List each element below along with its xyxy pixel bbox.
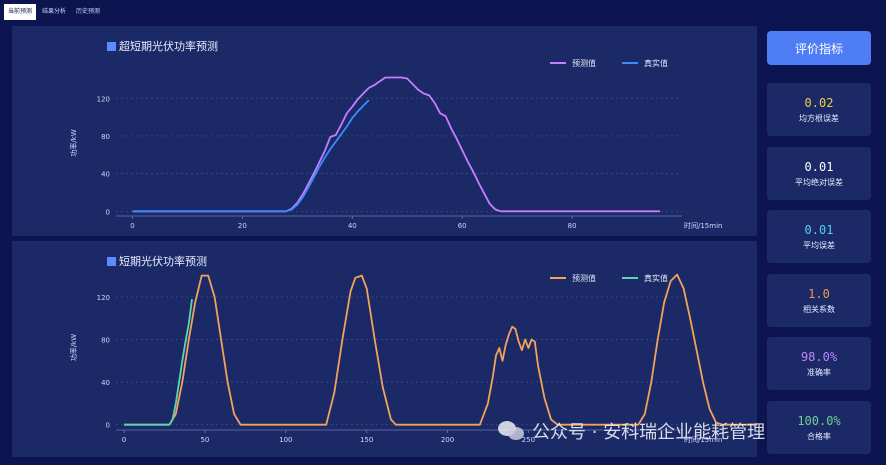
metric-card-correlation: 1.0 相关系数 — [767, 274, 871, 327]
y-axis-label: 功率/kW — [69, 129, 78, 156]
y-tick-label: 80 — [101, 133, 110, 141]
metric-card-pass-rate: 100.0% 合格率 — [767, 401, 871, 454]
metric-value: 100.0% — [797, 413, 841, 428]
x-tick-label: 0 — [122, 436, 126, 444]
legend-label: 预测值 — [572, 58, 596, 68]
y-tick-label: 80 — [101, 337, 110, 345]
y-axis-label: 功率/kW — [69, 334, 78, 361]
tab-bar: 当前预测 结果分析 历史预测 — [4, 4, 104, 20]
x-tick-label: 20 — [238, 222, 247, 230]
y-tick-label: 40 — [101, 171, 110, 179]
title-square-icon — [107, 41, 116, 51]
metric-value: 0.01 — [804, 222, 834, 237]
y-tick-label: 0 — [106, 208, 110, 216]
metric-label: 平均绝对误差 — [795, 177, 843, 187]
legend-label: 真实值 — [644, 58, 668, 68]
metric-label: 准确率 — [807, 367, 831, 377]
chart-title-text: 超短期光伏功率预测 — [119, 40, 218, 53]
y-tick-label: 40 — [101, 379, 110, 387]
x-tick-label: 50 — [200, 436, 209, 444]
metric-card-mae: 0.01 平均绝对误差 — [767, 147, 871, 200]
short-term-chart: 0 40 80 120 0 50 100 150 200 250 时间/15min 功率/kW 预测值 真… — [69, 273, 757, 444]
series-line-0 — [132, 76, 660, 213]
metric-value: 0.02 — [804, 95, 834, 110]
watermark-text: 公众号 · 安科瑞企业能耗管理 — [532, 422, 766, 443]
title-square-icon — [107, 256, 116, 266]
y-tick-label: 120 — [97, 294, 110, 302]
x-tick-label: 100 — [279, 436, 292, 444]
x-tick-label: 40 — [348, 222, 357, 230]
x-tick-label: 60 — [458, 222, 467, 230]
x-tick-label: 200 — [441, 436, 454, 444]
series-line-1 — [132, 99, 370, 213]
metric-label: 合格率 — [807, 431, 831, 441]
tab-current-forecast[interactable]: 当前预测 — [4, 4, 37, 20]
x-axis-label: 时间/15min — [684, 435, 722, 444]
x-axis-label: 时间/15min — [684, 221, 722, 230]
watermark: 公众号 · 安科瑞企业能耗管理 — [498, 418, 765, 444]
ultra-short-term-chart: 0 40 80 120 0 20 40 60 80 时间/15min 功率/kW 预测值 真实值 — [69, 58, 722, 230]
wechat-icon — [498, 419, 526, 443]
metric-value: 98.0% — [800, 349, 838, 364]
x-tick-label: 150 — [360, 436, 373, 444]
metric-card-mean-error: 0.01 平均误差 — [767, 210, 871, 263]
x-tick-label: 0 — [130, 222, 134, 230]
metric-label: 相关系数 — [803, 304, 835, 314]
series-line-0 — [124, 273, 757, 426]
metric-card-rmse: 0.02 均方根误差 — [767, 83, 871, 136]
y-tick-label: 120 — [97, 95, 110, 103]
metric-value: 1.0 — [808, 286, 830, 301]
tab-history-forecast[interactable]: 历史预测 — [76, 8, 101, 15]
series-line-1 — [124, 298, 193, 426]
chart-title: 短期光伏功率预测 — [107, 253, 207, 269]
y-tick-label: 0 — [106, 422, 110, 430]
metric-label: 均方根误差 — [799, 113, 839, 123]
tab-result-analysis[interactable]: 结果分析 — [42, 8, 67, 15]
chart-title-text: 短期光伏功率预测 — [119, 255, 207, 268]
ultra-short-term-chart-panel: 超短期光伏功率预测 0 40 80 120 0 20 40 60 80 时间/15min 功率/kW… — [12, 26, 757, 236]
metric-label: 平均误差 — [803, 240, 835, 250]
metric-card-accuracy: 98.0% 准确率 — [767, 337, 871, 390]
legend-label: 真实值 — [644, 273, 668, 283]
legend-label: 预测值 — [572, 273, 596, 283]
short-term-chart-panel: 短期光伏功率预测 0 40 80 120 0 50 100 150 200 250 时间/15min… — [12, 241, 757, 457]
x-tick-label: 80 — [568, 222, 577, 230]
metric-value: 0.01 — [804, 159, 834, 174]
chart-title: 超短期光伏功率预测 — [107, 38, 218, 54]
evaluation-metrics-button[interactable]: 评价指标 — [767, 31, 871, 65]
x-tick-label: 250 — [522, 436, 535, 444]
